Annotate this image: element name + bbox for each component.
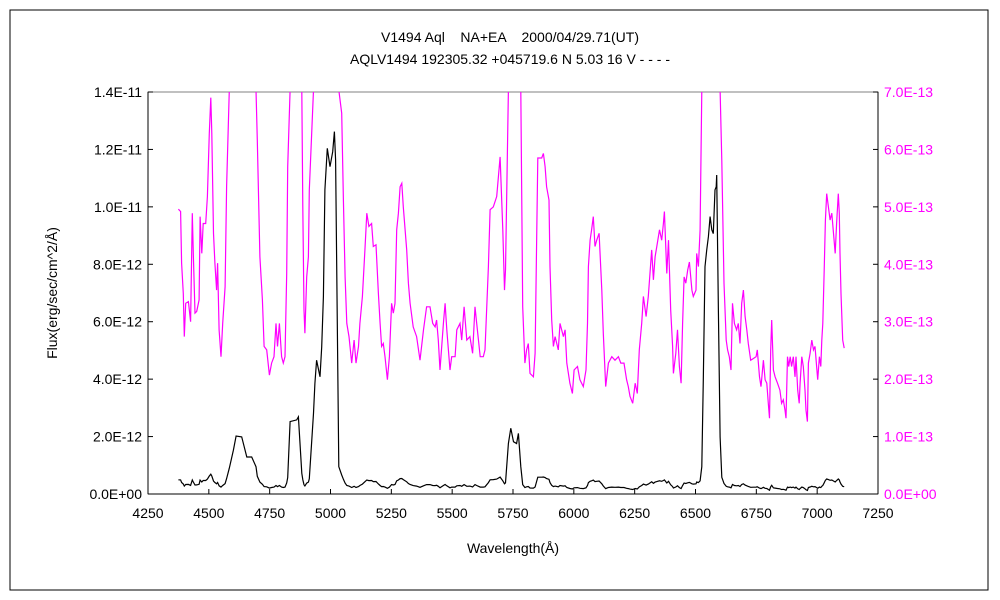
- x-tick-label: 5250: [376, 505, 407, 521]
- y-right-tick-label: 4.0E-13: [884, 256, 933, 272]
- y-left-tick-label: 6.0E-12: [93, 314, 142, 330]
- x-tick-label: 5500: [437, 505, 468, 521]
- x-axis-label: Wavelength(Å): [467, 540, 559, 556]
- flux-series-right-axis: [177, 92, 845, 422]
- y-left-tick-label: 0.0E+00: [89, 486, 142, 502]
- y-left-tick-label: 2.0E-12: [93, 429, 142, 445]
- chart-title-line-1: V1494 Aql NA+EA 2000/04/29.71(UT): [381, 29, 639, 45]
- y-left-tick-label: 4.0E-12: [93, 371, 142, 387]
- x-tick-label: 4750: [254, 505, 285, 521]
- flux-series-left-axis: [178, 131, 845, 492]
- x-tick-label: 5000: [315, 505, 346, 521]
- x-tick-label: 6250: [619, 505, 650, 521]
- chart-title-line-2: AQLV1494 192305.32 +045719.6 N 5.03 16 V…: [350, 51, 670, 67]
- x-tick-label: 6750: [741, 505, 772, 521]
- x-tick-label: 7000: [802, 505, 833, 521]
- plot-area: [147, 91, 879, 495]
- y-right-tick-label: 5.0E-13: [884, 199, 933, 215]
- y-right-tick-label: 3.0E-13: [884, 314, 933, 330]
- y-right-tick-label: 2.0E-13: [884, 371, 933, 387]
- y-left-tick-label: 1.4E-11: [94, 84, 142, 100]
- x-tick-label: 4250: [132, 505, 163, 521]
- x-tick-label: 6000: [558, 505, 589, 521]
- y-left-tick-label: 1.2E-11: [94, 141, 142, 157]
- y-right-tick-label: 0.0E+00: [884, 486, 937, 502]
- y-right-tick-label: 1.0E-13: [884, 429, 933, 445]
- y-left-tick-label: 1.0E-11: [94, 199, 142, 215]
- x-tick-label: 7250: [862, 505, 893, 521]
- y-axis-label: Flux(erg/sec/cm^2/Å): [44, 227, 60, 359]
- x-tick-label: 6500: [680, 505, 711, 521]
- x-tick-label: 4500: [193, 505, 224, 521]
- y-right-tick-label: 7.0E-13: [884, 84, 933, 100]
- y-right-tick-label: 6.0E-13: [884, 141, 933, 157]
- y-left-tick-label: 8.0E-12: [93, 256, 142, 272]
- x-tick-label: 5750: [497, 505, 528, 521]
